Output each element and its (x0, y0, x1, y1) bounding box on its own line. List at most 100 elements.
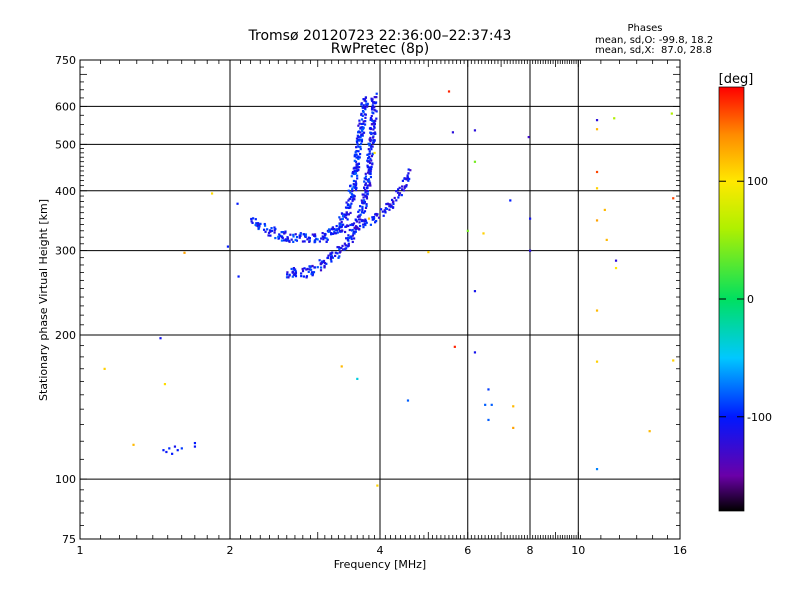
data-point (356, 141, 359, 144)
data-point (364, 120, 367, 123)
data-point (371, 111, 374, 114)
data-point (595, 309, 599, 312)
data-point (321, 232, 324, 235)
data-point (293, 268, 296, 272)
data-point (373, 105, 376, 108)
data-point (375, 96, 378, 99)
data-point (371, 106, 375, 109)
data-point (336, 231, 339, 234)
data-point (348, 228, 351, 232)
data-point (289, 233, 292, 236)
data-point (406, 399, 410, 402)
data-point (364, 182, 367, 185)
data-point (262, 228, 266, 231)
data-point (273, 226, 276, 229)
data-point (370, 167, 373, 171)
data-point (396, 191, 400, 194)
data-point (365, 105, 368, 108)
data-point (348, 197, 351, 201)
data-point (364, 172, 367, 175)
data-point (254, 218, 257, 221)
data-point (409, 169, 412, 172)
data-point (162, 449, 165, 452)
data-point (319, 269, 323, 272)
data-point (352, 182, 355, 186)
data-point (325, 262, 328, 265)
x-tick-label: 1 (77, 544, 84, 557)
data-point (325, 240, 328, 243)
colorbar-tick-label: 100 (747, 175, 768, 188)
data-point (345, 247, 348, 250)
data-point (361, 130, 364, 133)
y-tick-label: 200 (55, 329, 76, 342)
data-point (349, 235, 353, 238)
data-point (251, 221, 254, 225)
data-point (180, 447, 183, 450)
y-tick-label: 500 (55, 138, 76, 151)
data-point (369, 172, 372, 176)
data-point (614, 266, 618, 270)
data-point (370, 148, 373, 151)
y-axis-label: Stationary phase Virtual Height [km] (37, 199, 50, 401)
data-point (369, 136, 372, 140)
data-point (327, 228, 331, 231)
data-point (345, 206, 349, 209)
data-point (176, 449, 179, 452)
data-point (373, 131, 377, 134)
data-point (358, 152, 362, 156)
data-point (400, 188, 404, 191)
data-point (349, 206, 352, 209)
data-point (369, 157, 372, 161)
data-point (349, 211, 352, 215)
data-point (670, 112, 673, 115)
data-point (595, 119, 599, 122)
data-point (284, 230, 287, 233)
data-point (484, 403, 487, 406)
data-point (339, 250, 342, 253)
data-point (330, 254, 333, 257)
data-point (288, 240, 291, 243)
data-point (365, 186, 369, 189)
data-point (595, 128, 599, 131)
data-point (341, 217, 344, 221)
data-point (351, 223, 355, 227)
data-point (300, 272, 303, 275)
data-point (305, 275, 309, 278)
data-point (132, 443, 135, 446)
data-point (354, 218, 357, 221)
data-point (672, 197, 675, 200)
data-point (283, 232, 286, 235)
y-tick-label: 750 (55, 54, 76, 67)
data-point (322, 238, 325, 241)
data-point (473, 160, 477, 163)
data-point (362, 126, 365, 129)
data-point (373, 123, 377, 126)
data-point (352, 185, 355, 188)
data-point (358, 119, 361, 122)
data-point (359, 213, 362, 216)
data-point (397, 196, 400, 199)
data-point (368, 166, 372, 169)
data-point (374, 101, 377, 105)
data-point (338, 226, 341, 229)
data-point (331, 228, 334, 231)
data-point (447, 90, 451, 93)
data-point (372, 125, 376, 128)
data-point (362, 226, 365, 229)
data-point (375, 213, 378, 216)
data-point (364, 191, 367, 194)
data-point (358, 122, 361, 125)
data-point (339, 230, 342, 233)
data-point (287, 276, 290, 279)
data-point (362, 223, 365, 226)
data-point (364, 108, 367, 111)
data-point (360, 133, 363, 137)
data-point (344, 213, 347, 216)
data-point (307, 270, 310, 273)
data-point (388, 205, 391, 208)
data-point (368, 172, 371, 175)
data-point (321, 260, 324, 263)
x-tick-label: 16 (673, 544, 687, 557)
data-point (595, 468, 599, 471)
data-point (473, 129, 477, 132)
